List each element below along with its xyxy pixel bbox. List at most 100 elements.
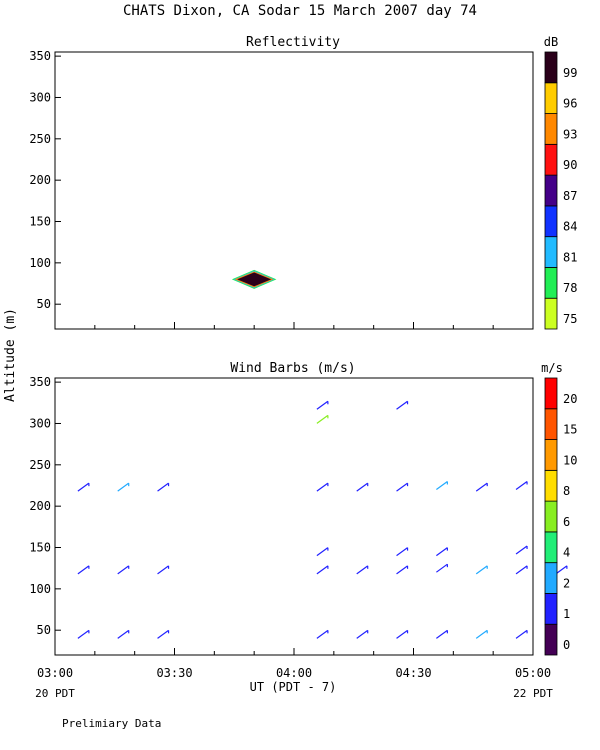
wind-barb (316, 414, 329, 424)
wind-ytick-label: 300 (29, 416, 51, 430)
reflectivity-panel: Reflectivity 50 100 150 200 250 300 350 dB 75 7… (29, 35, 577, 330)
wind-barb (77, 482, 90, 492)
wind-colorbar-swatch (544, 500, 558, 533)
wind-barb (157, 482, 170, 492)
reflectivity-colorbar-unit: dB (544, 35, 558, 49)
wind-ytick-label: 200 (29, 499, 51, 513)
wind-colorbar: 0 1 2 4 6 8 10 15 20 (544, 377, 577, 656)
reflectivity-colorbar-label: 84 (563, 220, 577, 234)
reflectivity-colorbar-swatch (544, 267, 558, 299)
figure-title: CHATS Dixon, CA Sodar 15 March 2007 day … (123, 3, 477, 19)
wind-barb (356, 482, 369, 492)
reflectivity-colorbar-swatch (544, 143, 558, 176)
reflectivity-ytick-label: 100 (29, 256, 51, 270)
wind-xtick-label: 03:30 (156, 666, 192, 680)
reflectivity-plot-frame (54, 51, 534, 330)
reflectivity-colorbar-label: 81 (563, 250, 577, 264)
reflectivity-ytick-label: 150 (29, 215, 51, 229)
wind-barb (436, 547, 448, 557)
wind-xtick-label: 05:00 (515, 666, 551, 680)
wind-barb (515, 481, 528, 490)
wind-barb (475, 482, 488, 492)
wind-colorbar-swatch (544, 439, 558, 471)
wind-barbs-x-axis: 03:00 03:30 04:00 04:30 05:00 20 PDT 22 PDT (35, 648, 553, 700)
reflectivity-colorbar-swatch (544, 51, 558, 84)
wind-barb (316, 482, 329, 492)
reflectivity-colorbar-swatch (544, 113, 558, 145)
wind-barb (117, 629, 130, 639)
wind-barbs-title: Wind Barbs (m/s) (230, 361, 355, 376)
wind-ytick-label: 150 (29, 541, 51, 555)
wind-barb (356, 629, 369, 639)
wind-barb (436, 563, 448, 573)
wind-barbs-plot-frame (54, 377, 534, 656)
wind-barb (316, 547, 329, 557)
reflectivity-colorbar-label: 96 (563, 97, 577, 111)
wind-barb (555, 565, 568, 575)
wind-xtick-label: 04:00 (276, 666, 312, 680)
footer-note: Prelimiary Data (62, 717, 161, 730)
reflectivity-colorbar-swatch (544, 297, 558, 330)
reflectivity-colorbar-label: 90 (563, 158, 577, 172)
wind-colorbar-label: 20 (563, 392, 577, 406)
wind-barb (436, 629, 448, 639)
reflectivity-colorbar-swatch (544, 236, 558, 268)
reflectivity-colorbar-swatch (544, 174, 558, 207)
wind-barb (396, 629, 409, 639)
wind-colorbar-label: 2 (563, 576, 570, 590)
wind-colorbar-label: 0 (563, 638, 570, 652)
wind-barb (316, 629, 329, 639)
reflectivity-colorbar-label: 75 (563, 312, 577, 326)
wind-colorbar-swatch (544, 469, 558, 502)
wind-barbs-data (77, 400, 568, 639)
wind-barb (515, 629, 528, 639)
wind-colorbar-swatch (544, 593, 558, 625)
wind-barb (515, 545, 528, 555)
wind-barb (396, 565, 409, 575)
wind-barb (436, 481, 448, 490)
reflectivity-x-ticks (54, 322, 534, 329)
reflectivity-ytick-label: 350 (29, 49, 51, 63)
wind-barb (475, 565, 488, 575)
wind-colorbar-swatch (544, 377, 558, 410)
reflectivity-title: Reflectivity (246, 35, 340, 50)
wind-xtick-label: 04:30 (395, 666, 431, 680)
reflectivity-colorbar-label: 93 (563, 127, 577, 141)
wind-barb (77, 565, 90, 575)
wind-ytick-label: 100 (29, 582, 51, 596)
reflectivity-contour (231, 269, 277, 289)
wind-barb (117, 565, 130, 575)
wind-barb (475, 629, 488, 639)
wind-barb (515, 565, 528, 575)
reflectivity-echo (237, 272, 272, 287)
wind-barb (157, 629, 170, 639)
wind-xtick-sublabel: 20 PDT (35, 687, 75, 700)
wind-colorbar-swatch (544, 562, 558, 594)
wind-xtick-label: 03:00 (37, 666, 73, 680)
wind-colorbar-label: 10 (563, 453, 577, 467)
reflectivity-contour (234, 271, 274, 288)
wind-colorbar-label: 8 (563, 484, 570, 498)
wind-colorbar-label: 4 (563, 546, 570, 560)
wind-ytick-label: 250 (29, 458, 51, 472)
y-axis-label: Altitude (m) (3, 308, 18, 402)
reflectivity-colorbar-label: 99 (563, 66, 577, 80)
reflectivity-ytick-label: 50 (37, 297, 51, 311)
wind-xtick-sublabel: 22 PDT (513, 687, 553, 700)
wind-barb (316, 565, 329, 575)
reflectivity-ytick-label: 250 (29, 132, 51, 146)
wind-colorbar-swatch (544, 623, 558, 656)
reflectivity-ytick-label: 200 (29, 173, 51, 187)
wind-ytick-label: 350 (29, 375, 51, 389)
reflectivity-colorbar-label: 78 (563, 281, 577, 295)
reflectivity-y-axis: 50 100 150 200 250 300 350 (29, 49, 61, 311)
wind-barb (316, 400, 329, 410)
wind-barb (77, 629, 90, 639)
reflectivity-ytick-label: 300 (29, 90, 51, 104)
reflectivity-data (231, 269, 277, 289)
reflectivity-colorbar-label: 87 (563, 189, 577, 203)
wind-barb (396, 400, 409, 410)
wind-colorbar-label: 15 (563, 423, 577, 437)
